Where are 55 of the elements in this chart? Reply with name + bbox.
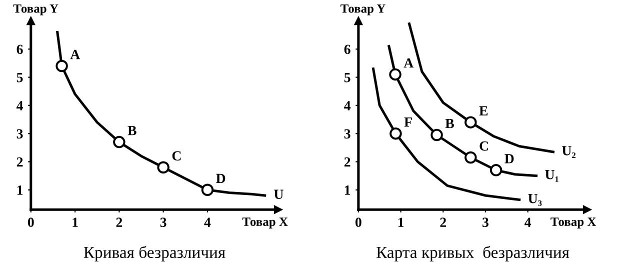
line-series [56, 30, 266, 197]
annotation: B [445, 118, 454, 128]
annotation: F [404, 118, 412, 127]
line-series [372, 68, 521, 201]
x-tick-label: 1 [72, 218, 78, 227]
y-tick-label: 5 [16, 72, 23, 82]
x-tick-label: 3 [160, 218, 166, 228]
text: Карта кривых безразличия [376, 246, 570, 262]
annotation: C [172, 151, 181, 161]
point [464, 116, 477, 128]
x-tick-label: 2 [440, 218, 446, 227]
annotation: C [480, 141, 488, 151]
point [113, 136, 126, 148]
point [464, 151, 477, 164]
x-axis-title: Товар X [550, 218, 596, 228]
y-tick-label: 1 [17, 186, 23, 195]
y-tick-label: 6 [344, 44, 350, 54]
y-tick-label: 1 [344, 186, 350, 195]
y-tick-label: 2 [344, 157, 350, 167]
x-tick-label: 2 [116, 218, 122, 227]
line-series [388, 45, 538, 178]
y-tick-label: 3 [16, 129, 23, 139]
text: Кривая безразличия [84, 246, 226, 262]
y-tick-label: 6 [16, 44, 23, 54]
annotation: B [128, 126, 136, 136]
annotation: A [70, 50, 80, 60]
y-tick-label: 3 [344, 129, 350, 139]
x-tick-label: 1 [398, 218, 404, 227]
series-label: U [274, 190, 284, 199]
y-axis-title: Товар Y [340, 4, 386, 16]
annotation: D [504, 154, 514, 164]
x-tick-label: 4 [524, 218, 532, 227]
y-tick-label: 2 [16, 157, 23, 167]
y-tick-label: 4 [344, 101, 351, 110]
point [430, 128, 443, 142]
annotation: D [216, 174, 226, 183]
annotation: E [479, 106, 488, 116]
x-axis-title: Товар X [242, 218, 288, 228]
x-tick-label: 3 [482, 218, 488, 228]
point [157, 161, 170, 174]
y-axis-title: Товар Y [13, 4, 58, 16]
point [390, 127, 402, 140]
y-tick-label: 5 [344, 72, 350, 82]
point [389, 68, 402, 81]
x-tick-label: 0 [28, 218, 34, 228]
x-tick-label: 4 [204, 218, 211, 227]
point [490, 164, 502, 176]
point [56, 60, 68, 72]
x-tick-label: 0 [355, 218, 362, 228]
series-label: U₃ [528, 194, 542, 206]
point [201, 184, 214, 196]
series-label: U₁ [545, 170, 558, 182]
y-tick-label: 4 [16, 101, 24, 110]
series-label: U₂ [562, 146, 576, 158]
annotation: A [404, 58, 414, 68]
